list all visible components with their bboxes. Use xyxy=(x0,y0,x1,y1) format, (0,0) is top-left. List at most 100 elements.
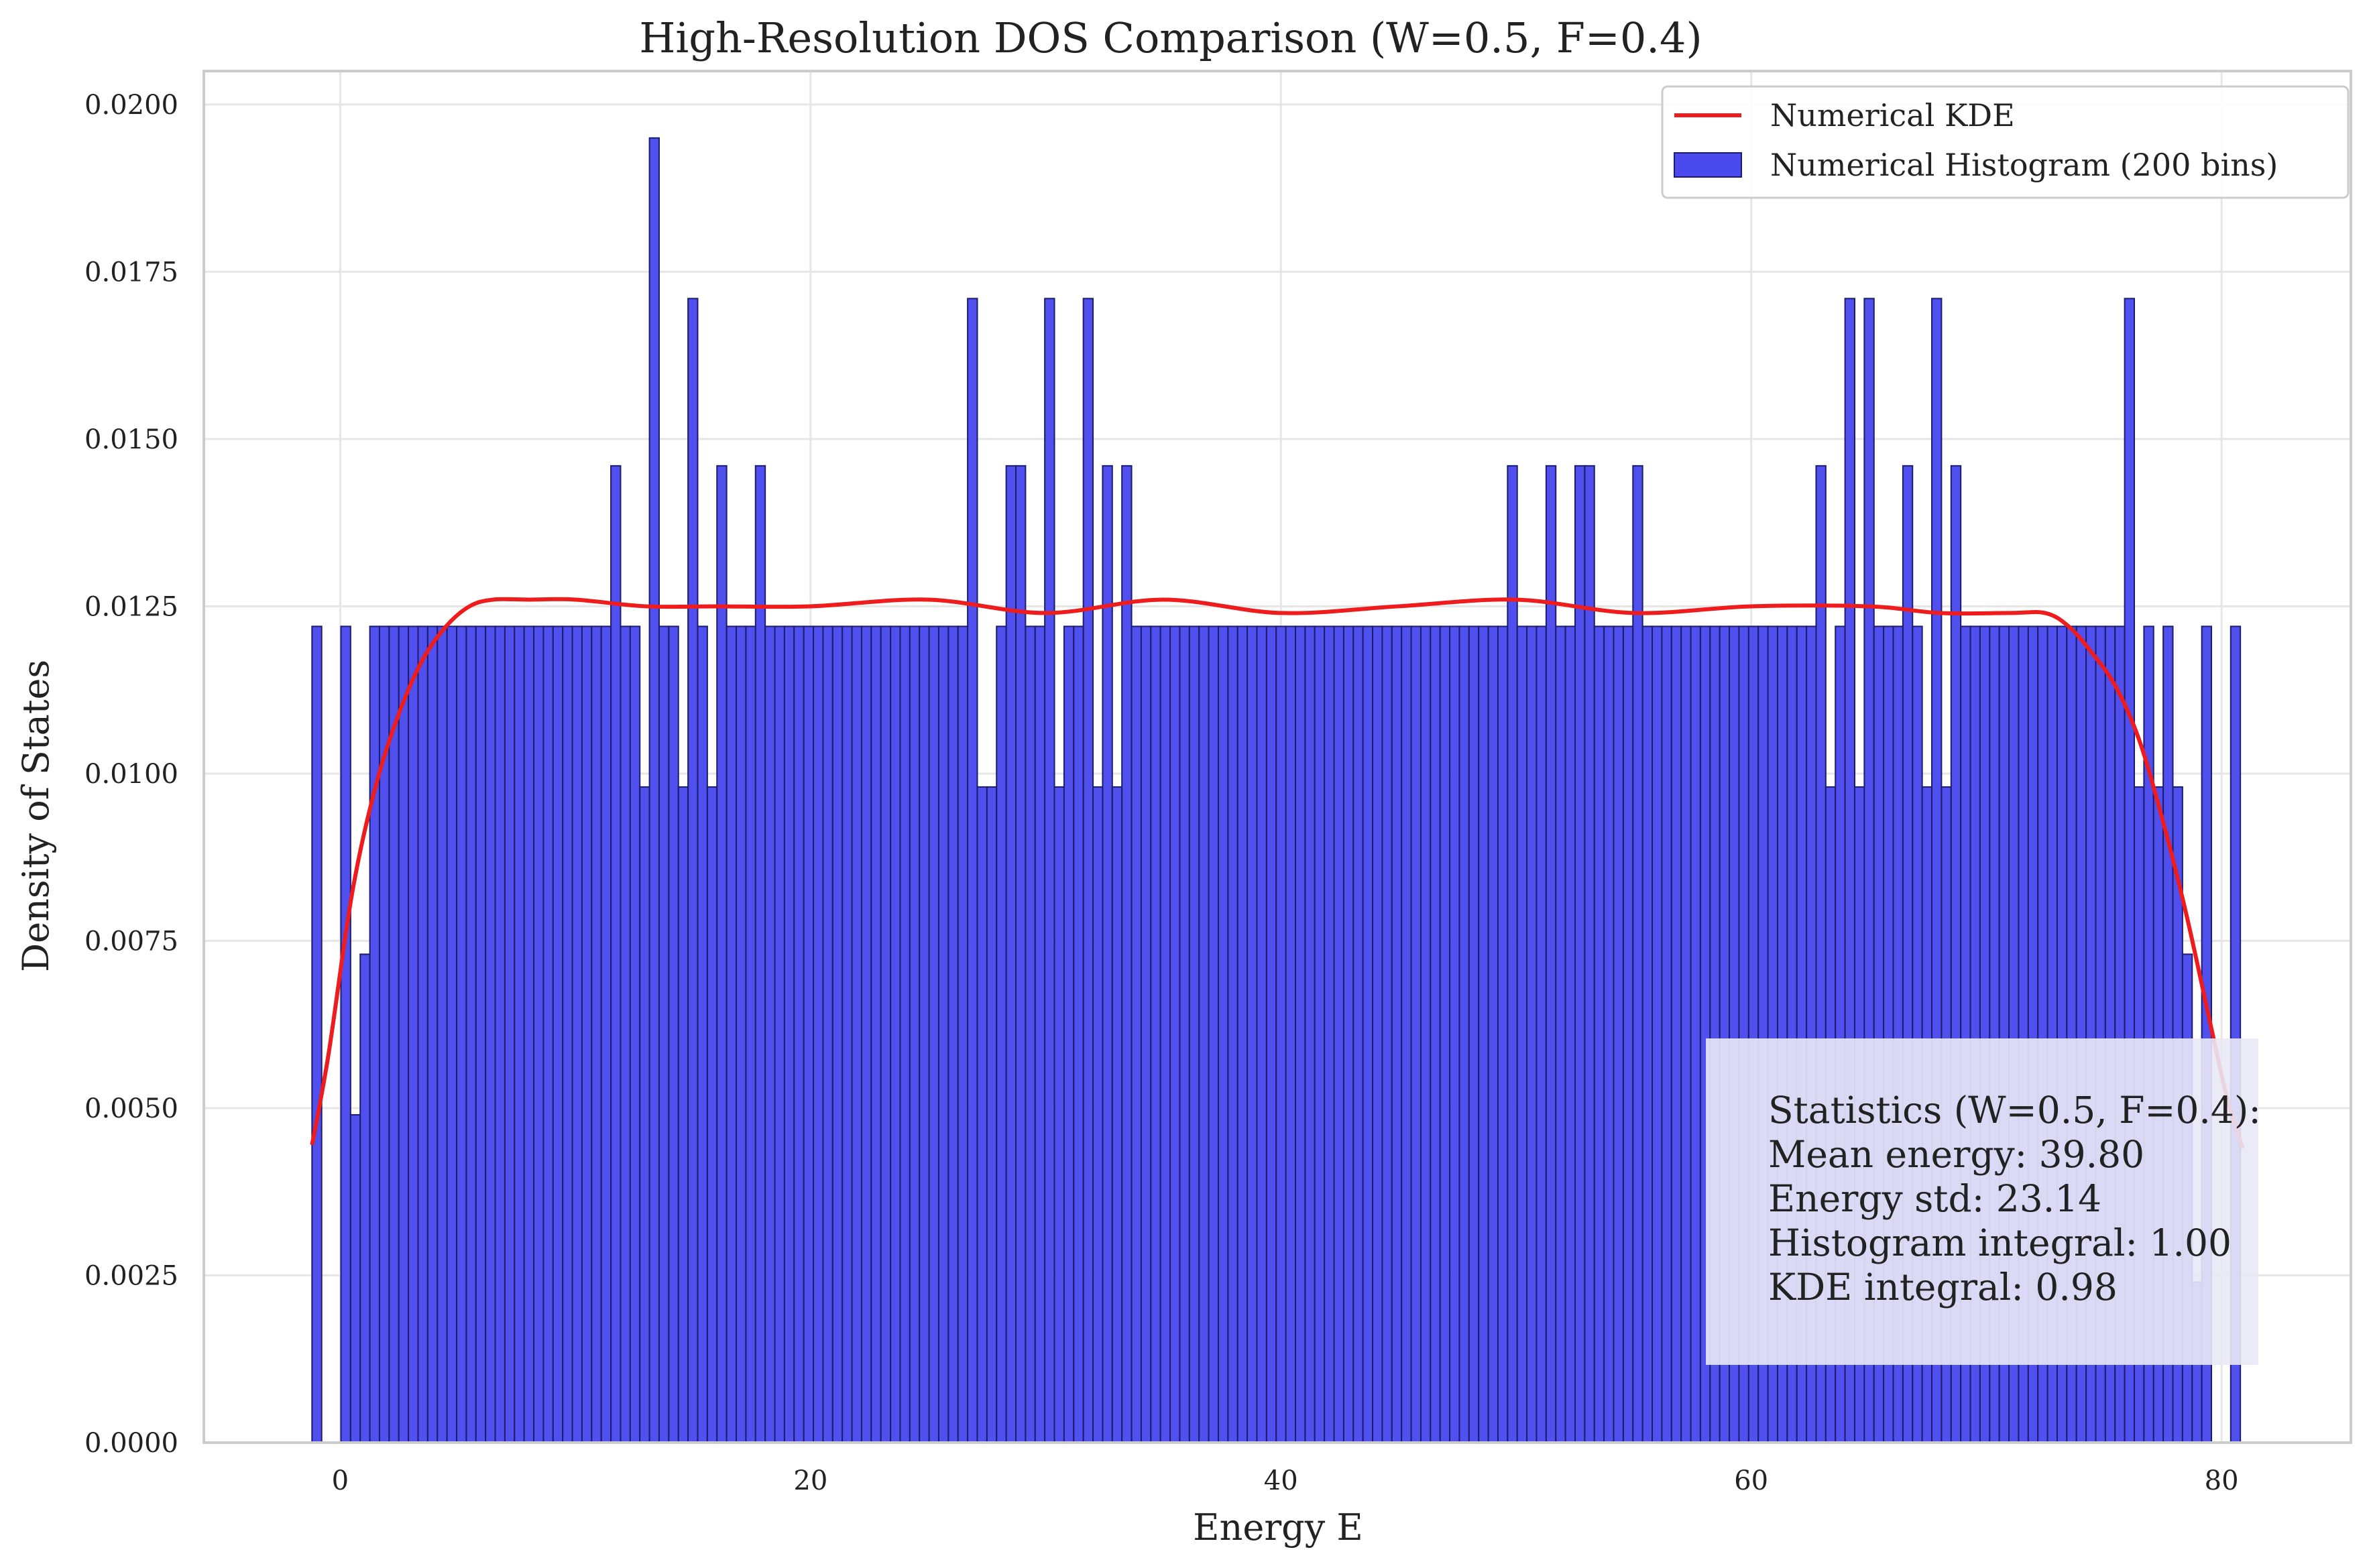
histogram-bar xyxy=(648,137,660,1443)
histogram-bar xyxy=(899,625,911,1443)
histogram-bar xyxy=(745,625,756,1443)
histogram-bar xyxy=(1304,625,1316,1443)
histogram-bar xyxy=(764,625,776,1443)
histogram-bar xyxy=(1217,625,1229,1443)
histogram-bar xyxy=(1555,625,1566,1443)
histogram-bar xyxy=(996,625,1007,1443)
stats-heading: Statistics (W=0.5, F=0.4): xyxy=(1768,1089,2261,1132)
histogram-bar xyxy=(783,625,795,1443)
histogram-bar xyxy=(1188,625,1200,1443)
histogram-bar xyxy=(928,625,939,1443)
histogram-bar xyxy=(1401,625,1412,1443)
y-tick-label: 0.0175 xyxy=(84,257,178,288)
x-tick-label: 40 xyxy=(1264,1465,1298,1496)
histogram-bar xyxy=(1295,625,1306,1443)
histogram-bar xyxy=(1622,625,1634,1443)
histogram-bar xyxy=(967,298,978,1444)
histogram-bar xyxy=(1025,625,1036,1443)
histogram-bar xyxy=(851,625,862,1443)
histogram-bar xyxy=(1362,625,1374,1443)
histogram-bar xyxy=(1449,625,1460,1443)
histogram-bar xyxy=(1333,625,1344,1443)
histogram-bar xyxy=(1092,786,1104,1444)
x-tick-label: 80 xyxy=(2205,1465,2239,1496)
y-tick-label: 0.0075 xyxy=(84,926,178,957)
y-tick-label: 0.0150 xyxy=(84,424,178,455)
histogram-bar xyxy=(1131,625,1142,1443)
histogram-bar xyxy=(1265,625,1277,1443)
histogram-bar xyxy=(1102,465,1113,1443)
histogram-bar xyxy=(726,625,738,1443)
histogram-bar xyxy=(1053,786,1065,1444)
histogram-bar xyxy=(1661,625,1672,1443)
histogram-bar xyxy=(1247,625,1258,1443)
histogram-bar xyxy=(658,625,670,1443)
histogram-bar xyxy=(1641,625,1654,1443)
histogram-bar xyxy=(1420,625,1432,1443)
stats-kde-integral: KDE integral: 0.98 xyxy=(1768,1266,2118,1309)
histogram-bar xyxy=(668,625,679,1443)
plot-frame xyxy=(203,70,2352,1444)
histogram-bar xyxy=(957,625,969,1443)
chart-title: High-Resolution DOS Comparison (W=0.5, F… xyxy=(639,13,1702,62)
histogram-bar xyxy=(1034,625,1046,1443)
histogram-bar xyxy=(1507,465,1518,1443)
y-tick-label: 0.0025 xyxy=(84,1260,178,1291)
histogram-bar xyxy=(909,625,921,1443)
histogram-bar xyxy=(1680,625,1692,1443)
y-tick-label: 0.0050 xyxy=(84,1093,178,1124)
statistics-box: Statistics (W=0.5, F=0.4): Mean energy: … xyxy=(1706,1038,2261,1365)
histogram-bar xyxy=(1111,786,1123,1444)
histogram-bar xyxy=(1044,298,1055,1444)
histogram-bar xyxy=(1690,625,1701,1443)
histogram-bar xyxy=(1487,625,1499,1443)
histogram-bar xyxy=(1526,625,1538,1443)
x-tick-label: 0 xyxy=(332,1465,349,1496)
histogram-bar xyxy=(1324,625,1335,1443)
statistics-background xyxy=(1706,1038,2258,1365)
histogram-bar xyxy=(1352,625,1364,1443)
histogram-bar xyxy=(1342,625,1354,1443)
histogram-bar xyxy=(311,625,323,1443)
histogram-bar xyxy=(1468,625,1480,1443)
histogram-bar xyxy=(426,625,439,1443)
x-tick-label: 60 xyxy=(1734,1465,1768,1496)
x-tick-label: 20 xyxy=(793,1465,827,1496)
histogram-bar xyxy=(1150,625,1161,1443)
histogram-bar xyxy=(610,465,622,1443)
histogram-bar xyxy=(1063,625,1075,1443)
histogram-bar xyxy=(1391,625,1403,1443)
histogram-bar xyxy=(1497,625,1509,1443)
histogram-bar xyxy=(919,625,930,1443)
histogram-bar xyxy=(359,953,371,1444)
histogram-bar xyxy=(1593,625,1605,1443)
histogram-bar xyxy=(754,465,766,1443)
histogram-bar xyxy=(456,625,467,1443)
histogram-bar xyxy=(1439,625,1451,1443)
x-tick-labels: 0 20 40 60 80 xyxy=(332,1465,2239,1496)
histogram-bar xyxy=(1073,625,1084,1443)
histogram-bar xyxy=(706,786,718,1444)
histogram-bar xyxy=(1227,625,1238,1443)
histogram-bar xyxy=(437,625,448,1443)
histogram-bar xyxy=(793,625,805,1443)
histogram-bar xyxy=(937,625,949,1443)
x-axis-label: Energy E xyxy=(1193,1506,1363,1549)
histogram-bar xyxy=(736,625,747,1443)
histogram-bar xyxy=(870,625,882,1443)
legend: Numerical KDE Numerical Histogram (200 b… xyxy=(1661,85,2350,199)
histogram-bar xyxy=(446,625,458,1443)
histogram-bar xyxy=(1179,625,1190,1443)
legend-histogram-label: Numerical Histogram (200 bins) xyxy=(1770,147,2278,183)
histogram-bar xyxy=(1236,625,1249,1443)
legend-box xyxy=(1661,85,2350,199)
histogram-bar xyxy=(494,625,506,1443)
histogram-bar xyxy=(504,625,516,1443)
histogram-bar xyxy=(1516,625,1528,1443)
histogram-bar xyxy=(860,625,872,1443)
histogram-bar xyxy=(1478,625,1489,1443)
histogram-bar xyxy=(465,625,477,1443)
histogram-bar xyxy=(1169,625,1181,1443)
histogram-bar xyxy=(620,625,631,1443)
histogram-bar xyxy=(1574,465,1586,1443)
